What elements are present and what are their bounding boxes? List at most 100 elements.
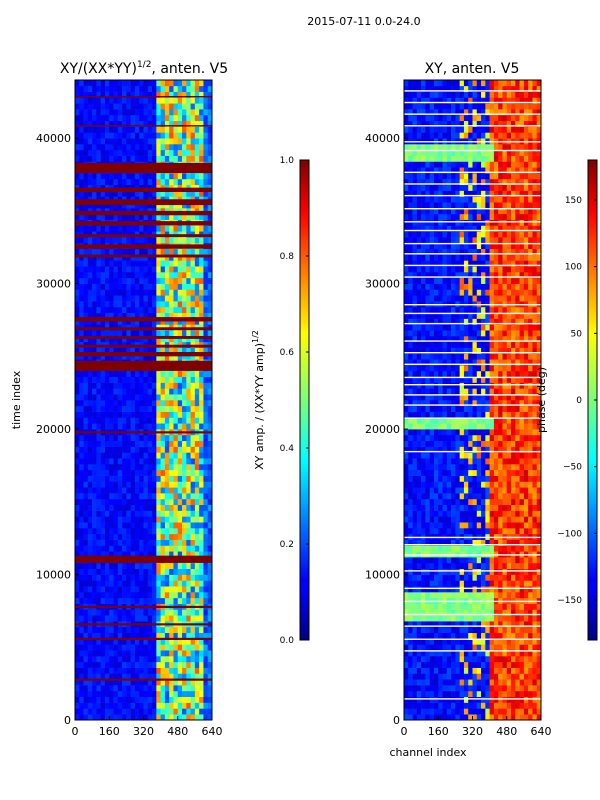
- heatmap-cell: [199, 644, 204, 651]
- heatmap-cell: [104, 295, 110, 302]
- heatmap-cell: [100, 411, 106, 418]
- heatmap-cell: [190, 452, 196, 459]
- heatmap-cell: [130, 487, 136, 494]
- heatmap-cell: [87, 615, 93, 622]
- heatmap-cell: [75, 330, 80, 337]
- heatmap-cell: [152, 586, 157, 593]
- heatmap-cell: [194, 539, 200, 546]
- heatmap-cell: [104, 318, 110, 325]
- heatmap-cell: [152, 202, 157, 209]
- heatmap-cell: [433, 516, 439, 523]
- heatmap-cell: [177, 318, 183, 325]
- heatmap-cell: [122, 434, 127, 442]
- heatmap-cell: [75, 679, 80, 686]
- heatmap-cell: [463, 696, 469, 703]
- heatmap-cell: [100, 533, 106, 540]
- heatmap-cell: [425, 475, 430, 482]
- heatmap-cell: [506, 504, 512, 511]
- heatmap-cell: [164, 266, 170, 273]
- heatmap-cell: [194, 103, 200, 110]
- heatmap-cell: [122, 190, 127, 197]
- heatmap-cell: [502, 621, 508, 628]
- heatmap-cell: [190, 487, 196, 494]
- heatmap-cell: [421, 644, 426, 651]
- heatmap-cell: [481, 632, 486, 639]
- heatmap-cell: [164, 103, 170, 110]
- heatmap-cell: [164, 650, 170, 657]
- heatmap-cell: [122, 114, 127, 122]
- heatmap-cell: [199, 650, 204, 657]
- heatmap-cell: [532, 464, 538, 471]
- heatmap-cell: [472, 539, 478, 546]
- heatmap-cell: [194, 289, 200, 296]
- heatmap-cell: [438, 679, 443, 686]
- heatmap-cell: [164, 481, 170, 488]
- heatmap-cell: [152, 318, 157, 325]
- heatmap-cell: [506, 592, 512, 599]
- heatmap-cell: [130, 440, 136, 447]
- heatmap-cell: [100, 173, 106, 180]
- heatmap-cell: [476, 685, 482, 692]
- heatmap-cell: [408, 545, 413, 552]
- heatmap-cell: [199, 493, 204, 500]
- heatmap-cell: [164, 446, 170, 453]
- heatmap-cell: [130, 114, 136, 122]
- heatmap-cell: [186, 266, 191, 273]
- heatmap-cell: [404, 498, 409, 506]
- heatmap-cell: [511, 522, 516, 529]
- heatmap-cell: [83, 690, 89, 698]
- heatmap-cell: [476, 464, 482, 471]
- heatmap-cell: [173, 248, 179, 255]
- heatmap-cell: [207, 510, 213, 517]
- heatmap-cell: [203, 656, 209, 663]
- heatmap-cell: [199, 266, 204, 273]
- heatmap-cell: [109, 132, 114, 139]
- heatmap-cell: [408, 562, 413, 570]
- heatmap-cell: [532, 702, 538, 709]
- heatmap-cell: [408, 667, 413, 674]
- heatmap-cell: [113, 493, 119, 500]
- heatmap-cell: [164, 394, 170, 401]
- heatmap-cell: [152, 539, 157, 546]
- heatmap-cell: [75, 504, 80, 511]
- heatmap-cell: [506, 516, 512, 523]
- heatmap-cell: [502, 580, 508, 587]
- heatmap-cell: [536, 679, 542, 686]
- heatmap-cell: [139, 289, 144, 296]
- phase-plot-title: XY, anten. V5: [425, 61, 520, 77]
- heatmap-cell: [83, 114, 89, 122]
- heatmap-cell: [481, 621, 486, 628]
- heatmap-cell: [438, 592, 443, 599]
- heatmap-cell: [203, 277, 209, 284]
- heatmap-cell: [519, 475, 525, 482]
- heatmap-cell: [117, 434, 123, 442]
- heatmap-cell: [515, 708, 520, 715]
- heatmap-cell: [190, 144, 196, 151]
- heatmap-cell: [438, 656, 443, 663]
- heatmap-cell: [186, 306, 191, 314]
- heatmap-cell: [169, 487, 174, 494]
- heatmap-cell: [177, 650, 183, 657]
- heatmap-cell: [130, 696, 136, 703]
- heatmap-cell: [173, 644, 179, 651]
- heatmap-cell: [130, 155, 136, 162]
- heatmap-cell: [194, 690, 200, 698]
- heatmap-cell: [182, 626, 187, 634]
- heatmap-cell: [186, 592, 191, 599]
- heatmap-cell: [139, 190, 144, 197]
- heatmap-cell: [532, 539, 538, 546]
- heatmap-cell: [519, 469, 525, 476]
- heatmap-cell: [160, 493, 166, 500]
- heatmap-cell: [147, 708, 153, 715]
- heatmap-cell: [134, 626, 140, 634]
- heatmap-cell: [117, 103, 123, 110]
- heatmap-cell: [104, 400, 110, 407]
- heatmap-cell: [109, 522, 114, 529]
- heatmap-cell: [502, 702, 508, 709]
- heatmap-cell: [451, 644, 456, 651]
- heatmap-cell: [164, 568, 170, 575]
- heatmap-cell: [113, 650, 119, 657]
- heatmap-cell: [493, 516, 499, 523]
- heatmap-cell: [100, 458, 106, 465]
- heatmap-cell: [164, 178, 170, 186]
